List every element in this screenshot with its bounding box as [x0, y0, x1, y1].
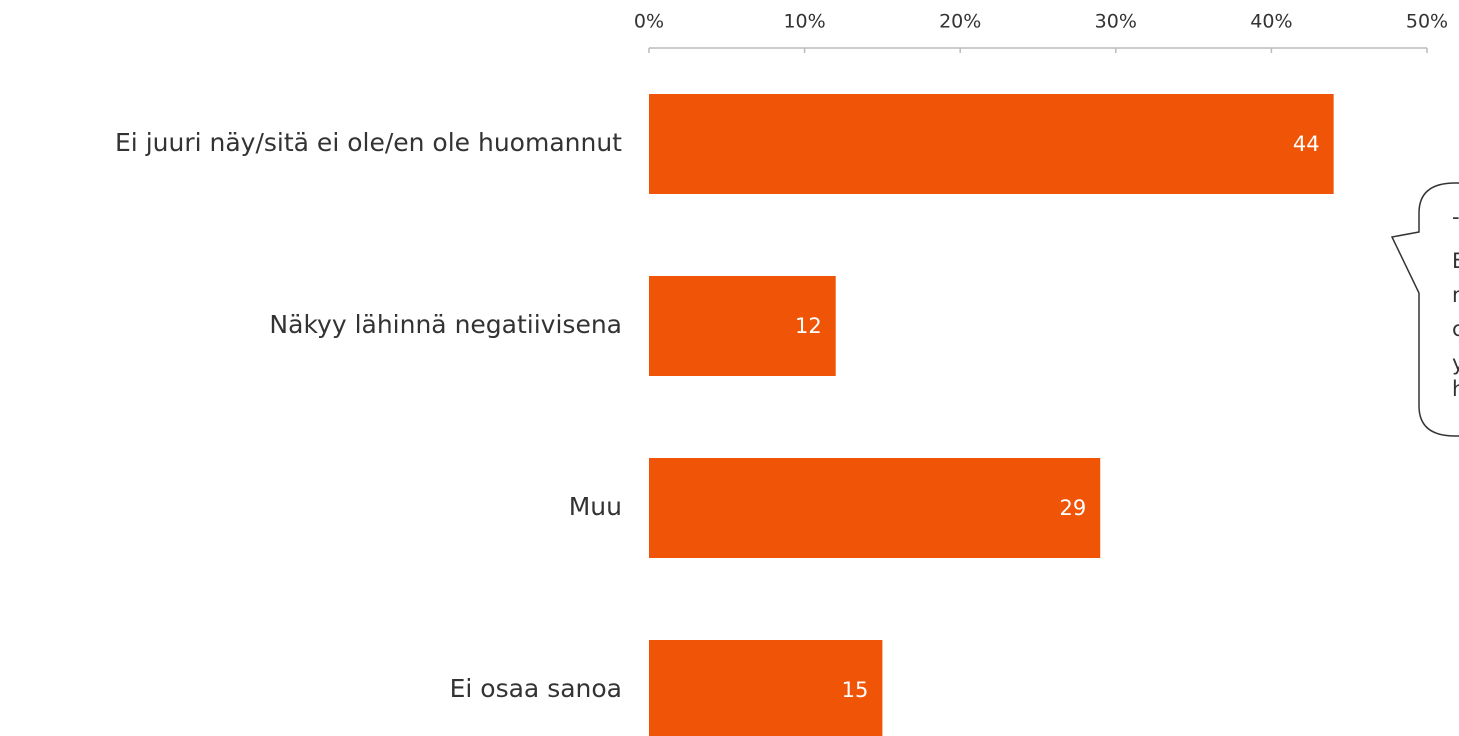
annotation-line: y — [1452, 351, 1459, 375]
category-label: Näkyy lähinnä negatiivisena — [269, 310, 622, 339]
annotation-line: n — [1452, 283, 1459, 307]
value-label: 12 — [795, 314, 822, 338]
bar — [649, 94, 1334, 194]
x-tick-label: 0% — [634, 11, 664, 33]
callout-bubble — [1390, 182, 1459, 437]
bar — [649, 276, 836, 376]
annotation-line: h — [1452, 377, 1459, 401]
value-label: 15 — [842, 678, 869, 702]
x-tick-label: 50% — [1406, 11, 1448, 33]
value-label: 29 — [1060, 496, 1087, 520]
annotation-line: - — [1452, 205, 1459, 229]
annotation-line: c — [1452, 317, 1459, 341]
annotation-line: E — [1452, 249, 1459, 273]
x-tick-label: 40% — [1250, 11, 1292, 33]
x-tick-label: 30% — [1095, 11, 1137, 33]
category-label: Ei juuri näy/sitä ei ole/en ole huomannu… — [115, 128, 622, 157]
bar — [649, 640, 883, 736]
x-tick-label: 10% — [783, 11, 825, 33]
category-label: Ei osaa sanoa — [450, 674, 622, 703]
category-label: Muu — [569, 492, 622, 521]
bar — [649, 458, 1101, 558]
x-tick-label: 20% — [939, 11, 981, 33]
value-label: 44 — [1293, 132, 1320, 156]
